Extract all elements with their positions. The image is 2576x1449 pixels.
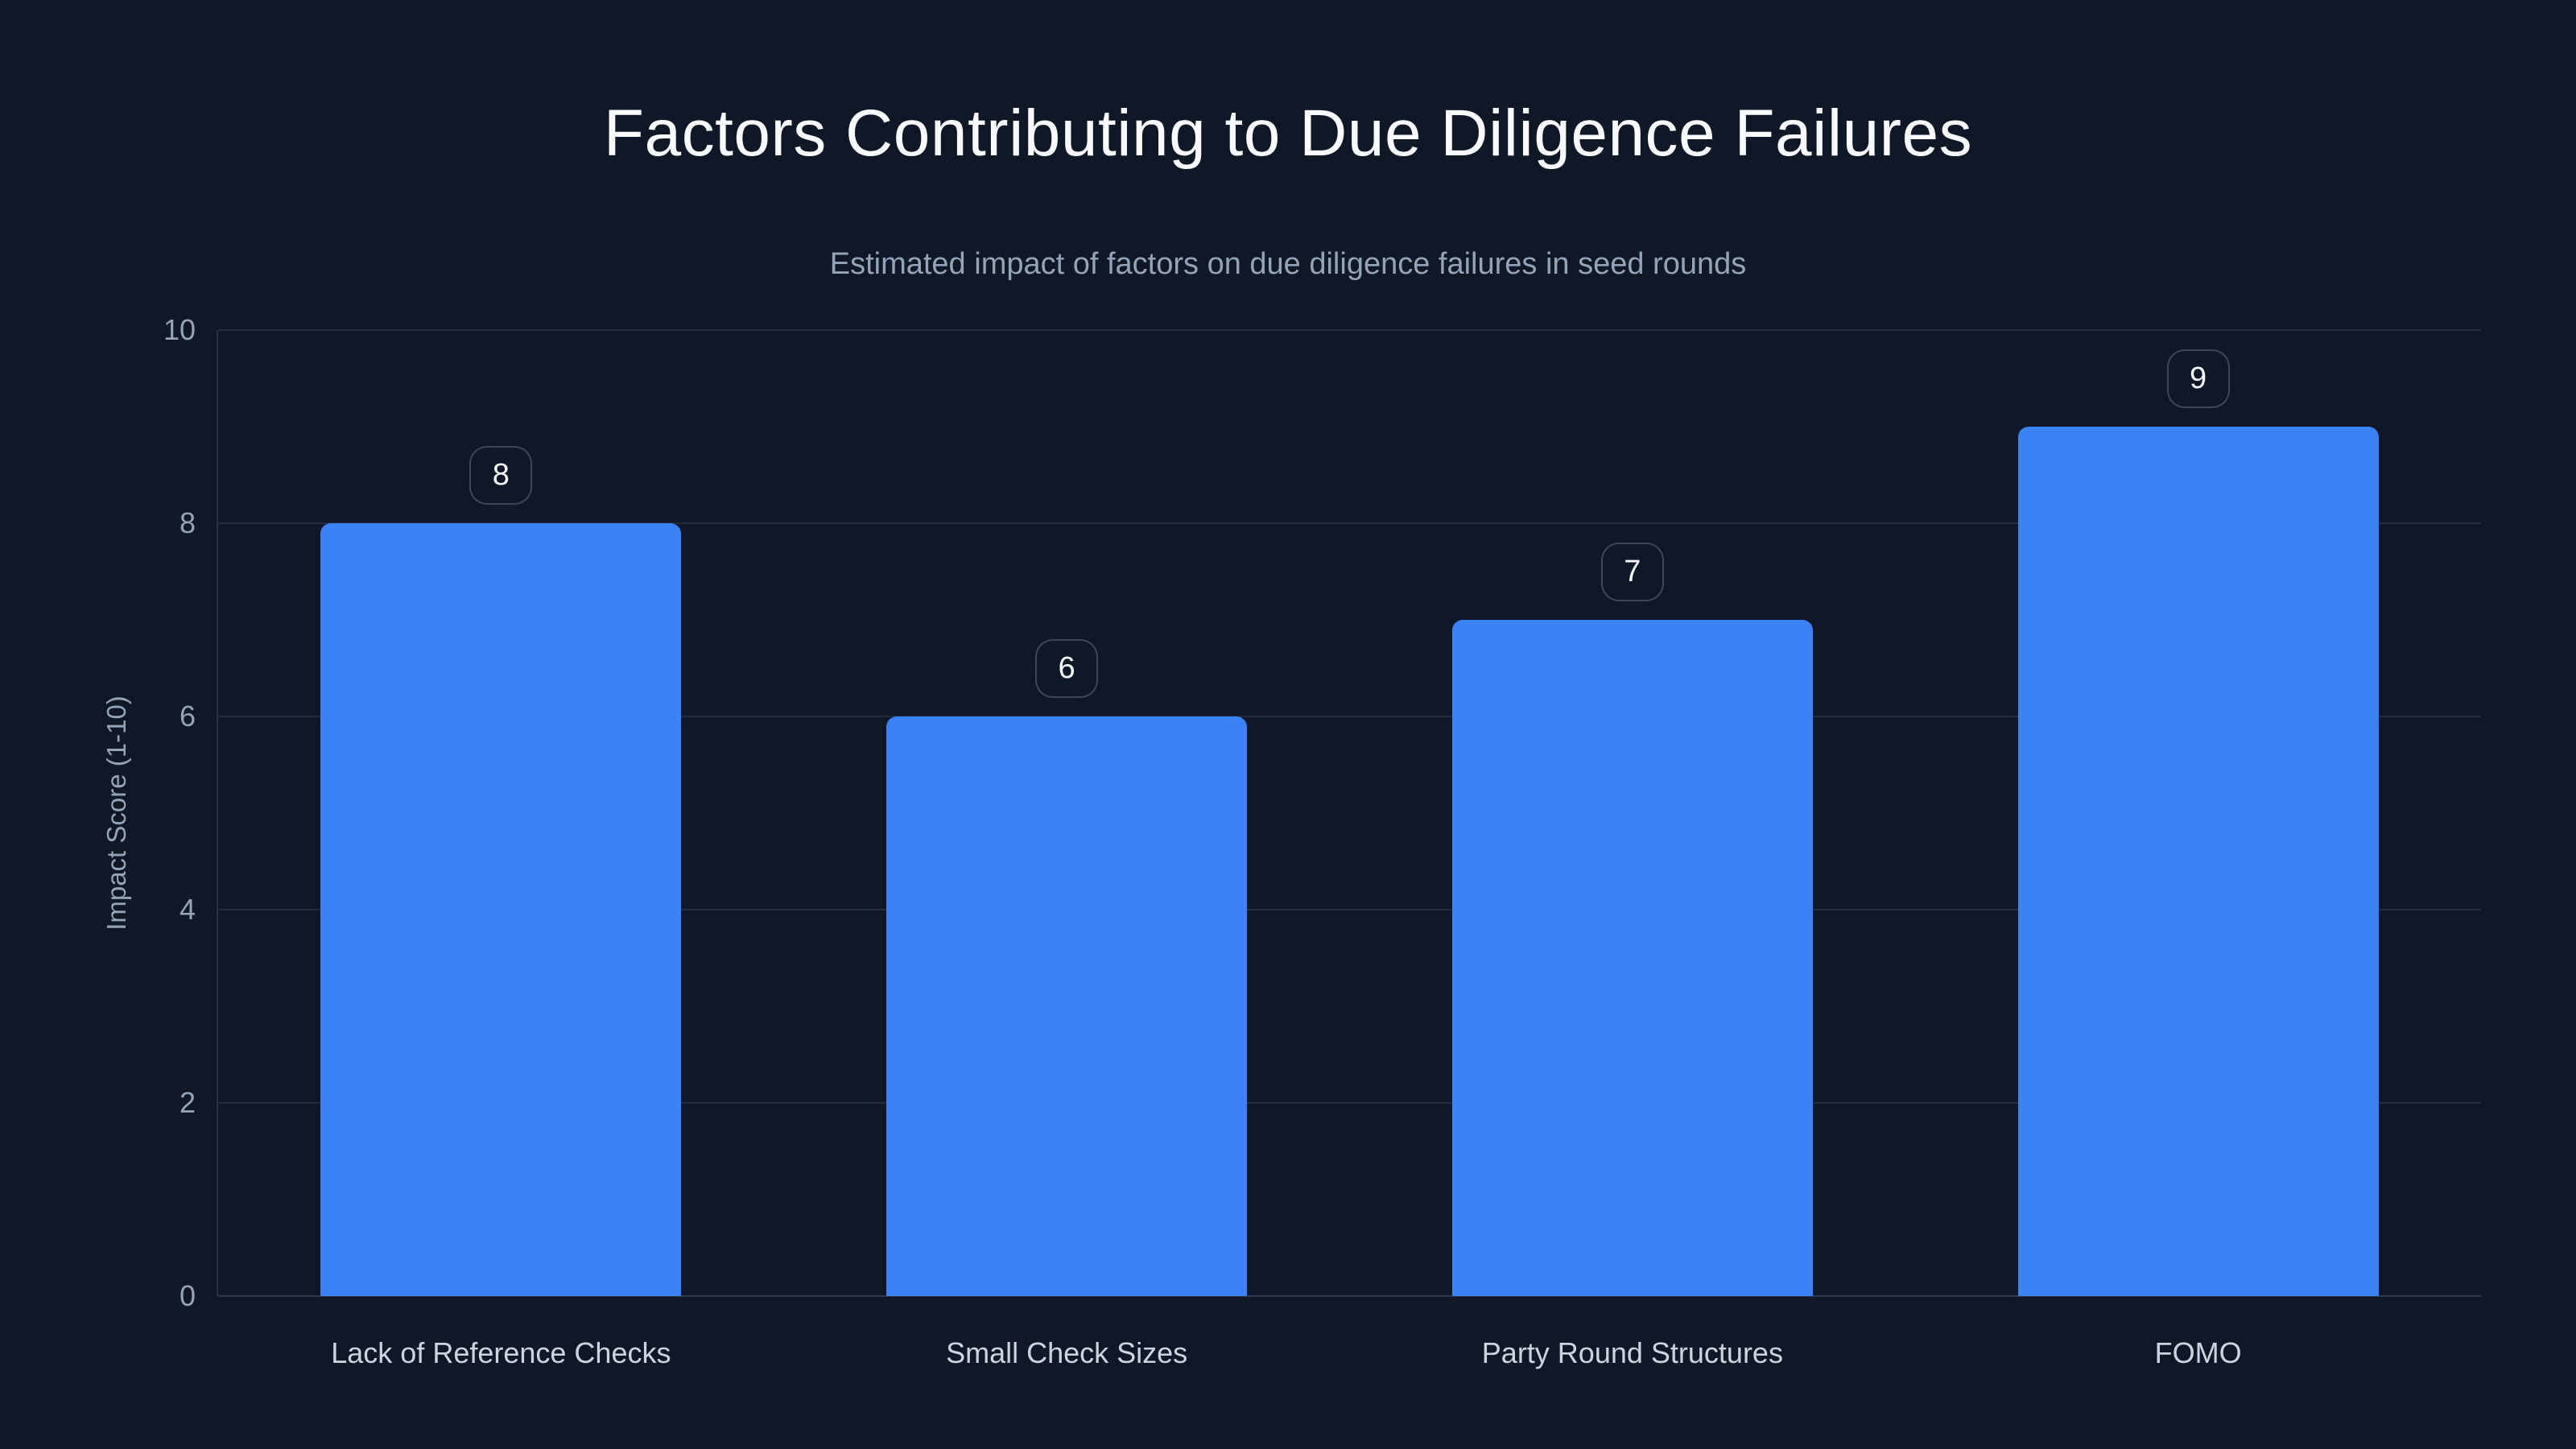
chart-subtitle: Estimated impact of factors on due dilig… — [829, 247, 1747, 281]
x-tick-label-4: FOMO — [2154, 1336, 2242, 1369]
y-tick-label-10: 10 — [163, 313, 196, 346]
bar-4[interactable] — [2017, 427, 2379, 1296]
bar-slot-2: 6 Small Check Sizes — [784, 330, 1350, 1369]
x-tick-label-2: Small Check Sizes — [946, 1336, 1188, 1369]
bar-slot-1: 8 Lack of Reference Checks — [218, 330, 784, 1369]
value-badge-4: 9 — [2166, 349, 2230, 408]
gridline-y-0 — [218, 1295, 2481, 1297]
chart-title: Factors Contributing to Due Diligence Fa… — [603, 97, 1973, 170]
bar-slot-4: 9 FOMO — [1915, 330, 2481, 1369]
y-tick-label-4: 4 — [179, 893, 196, 926]
gridline-y-2 — [218, 1102, 2481, 1104]
gridline-y-10 — [218, 329, 2481, 331]
gridline-y-6 — [218, 716, 2481, 717]
bar-1[interactable] — [320, 523, 682, 1296]
value-badge-2: 6 — [1035, 639, 1099, 698]
y-tick-label-8: 8 — [179, 506, 196, 539]
value-badge-3: 7 — [1600, 543, 1664, 601]
y-tick-label-0: 0 — [179, 1279, 196, 1312]
y-axis-title: Impact Score (1-10) — [101, 696, 131, 931]
bar-slot-3: 7 Party Round Structures — [1350, 330, 1916, 1369]
x-tick-label-1: Lack of Reference Checks — [331, 1336, 671, 1369]
plot-area: 0 2 4 6 8 10 8 Lack of Reference Checks 6 Small C… — [163, 316, 2481, 1369]
gridline-y-8 — [218, 522, 2481, 524]
y-tick-label-2: 2 — [179, 1086, 196, 1119]
value-badge-1: 8 — [469, 446, 533, 505]
x-tick-label-3: Party Round Structures — [1481, 1336, 1783, 1369]
gridline-y-4 — [218, 909, 2481, 910]
bar-3[interactable] — [1451, 620, 1813, 1296]
bar-2[interactable] — [886, 716, 1248, 1296]
y-tick-label-6: 6 — [179, 700, 196, 733]
